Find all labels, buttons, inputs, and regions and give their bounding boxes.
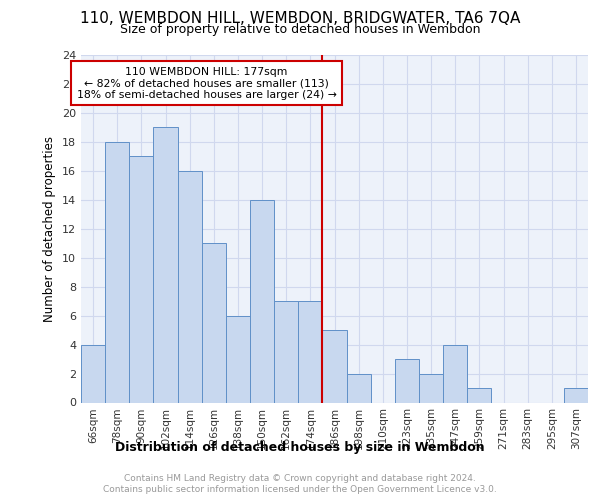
Bar [443,344,467,403]
Text: Size of property relative to detached houses in Wembdon: Size of property relative to detached ho… [120,22,480,36]
Bar [564,388,588,402]
Y-axis label: Number of detached properties: Number of detached properties [43,136,56,322]
Bar [274,301,298,402]
Bar [105,142,129,403]
Bar [226,316,250,402]
Bar [322,330,347,402]
Bar [395,359,419,403]
Bar [419,374,443,402]
Text: Contains HM Land Registry data © Crown copyright and database right 2024.: Contains HM Land Registry data © Crown c… [124,474,476,483]
Bar [129,156,154,402]
Text: 110, WEMBDON HILL, WEMBDON, BRIDGWATER, TA6 7QA: 110, WEMBDON HILL, WEMBDON, BRIDGWATER, … [80,11,520,26]
Bar [154,128,178,402]
Text: Contains public sector information licensed under the Open Government Licence v3: Contains public sector information licen… [103,485,497,494]
Bar [298,301,322,402]
Bar [178,171,202,402]
Text: Distribution of detached houses by size in Wembdon: Distribution of detached houses by size … [115,441,485,454]
Bar [250,200,274,402]
Bar [81,344,105,403]
Bar [467,388,491,402]
Bar [202,243,226,402]
Bar [347,374,371,402]
Text: 110 WEMBDON HILL: 177sqm
← 82% of detached houses are smaller (113)
18% of semi-: 110 WEMBDON HILL: 177sqm ← 82% of detach… [77,66,337,100]
